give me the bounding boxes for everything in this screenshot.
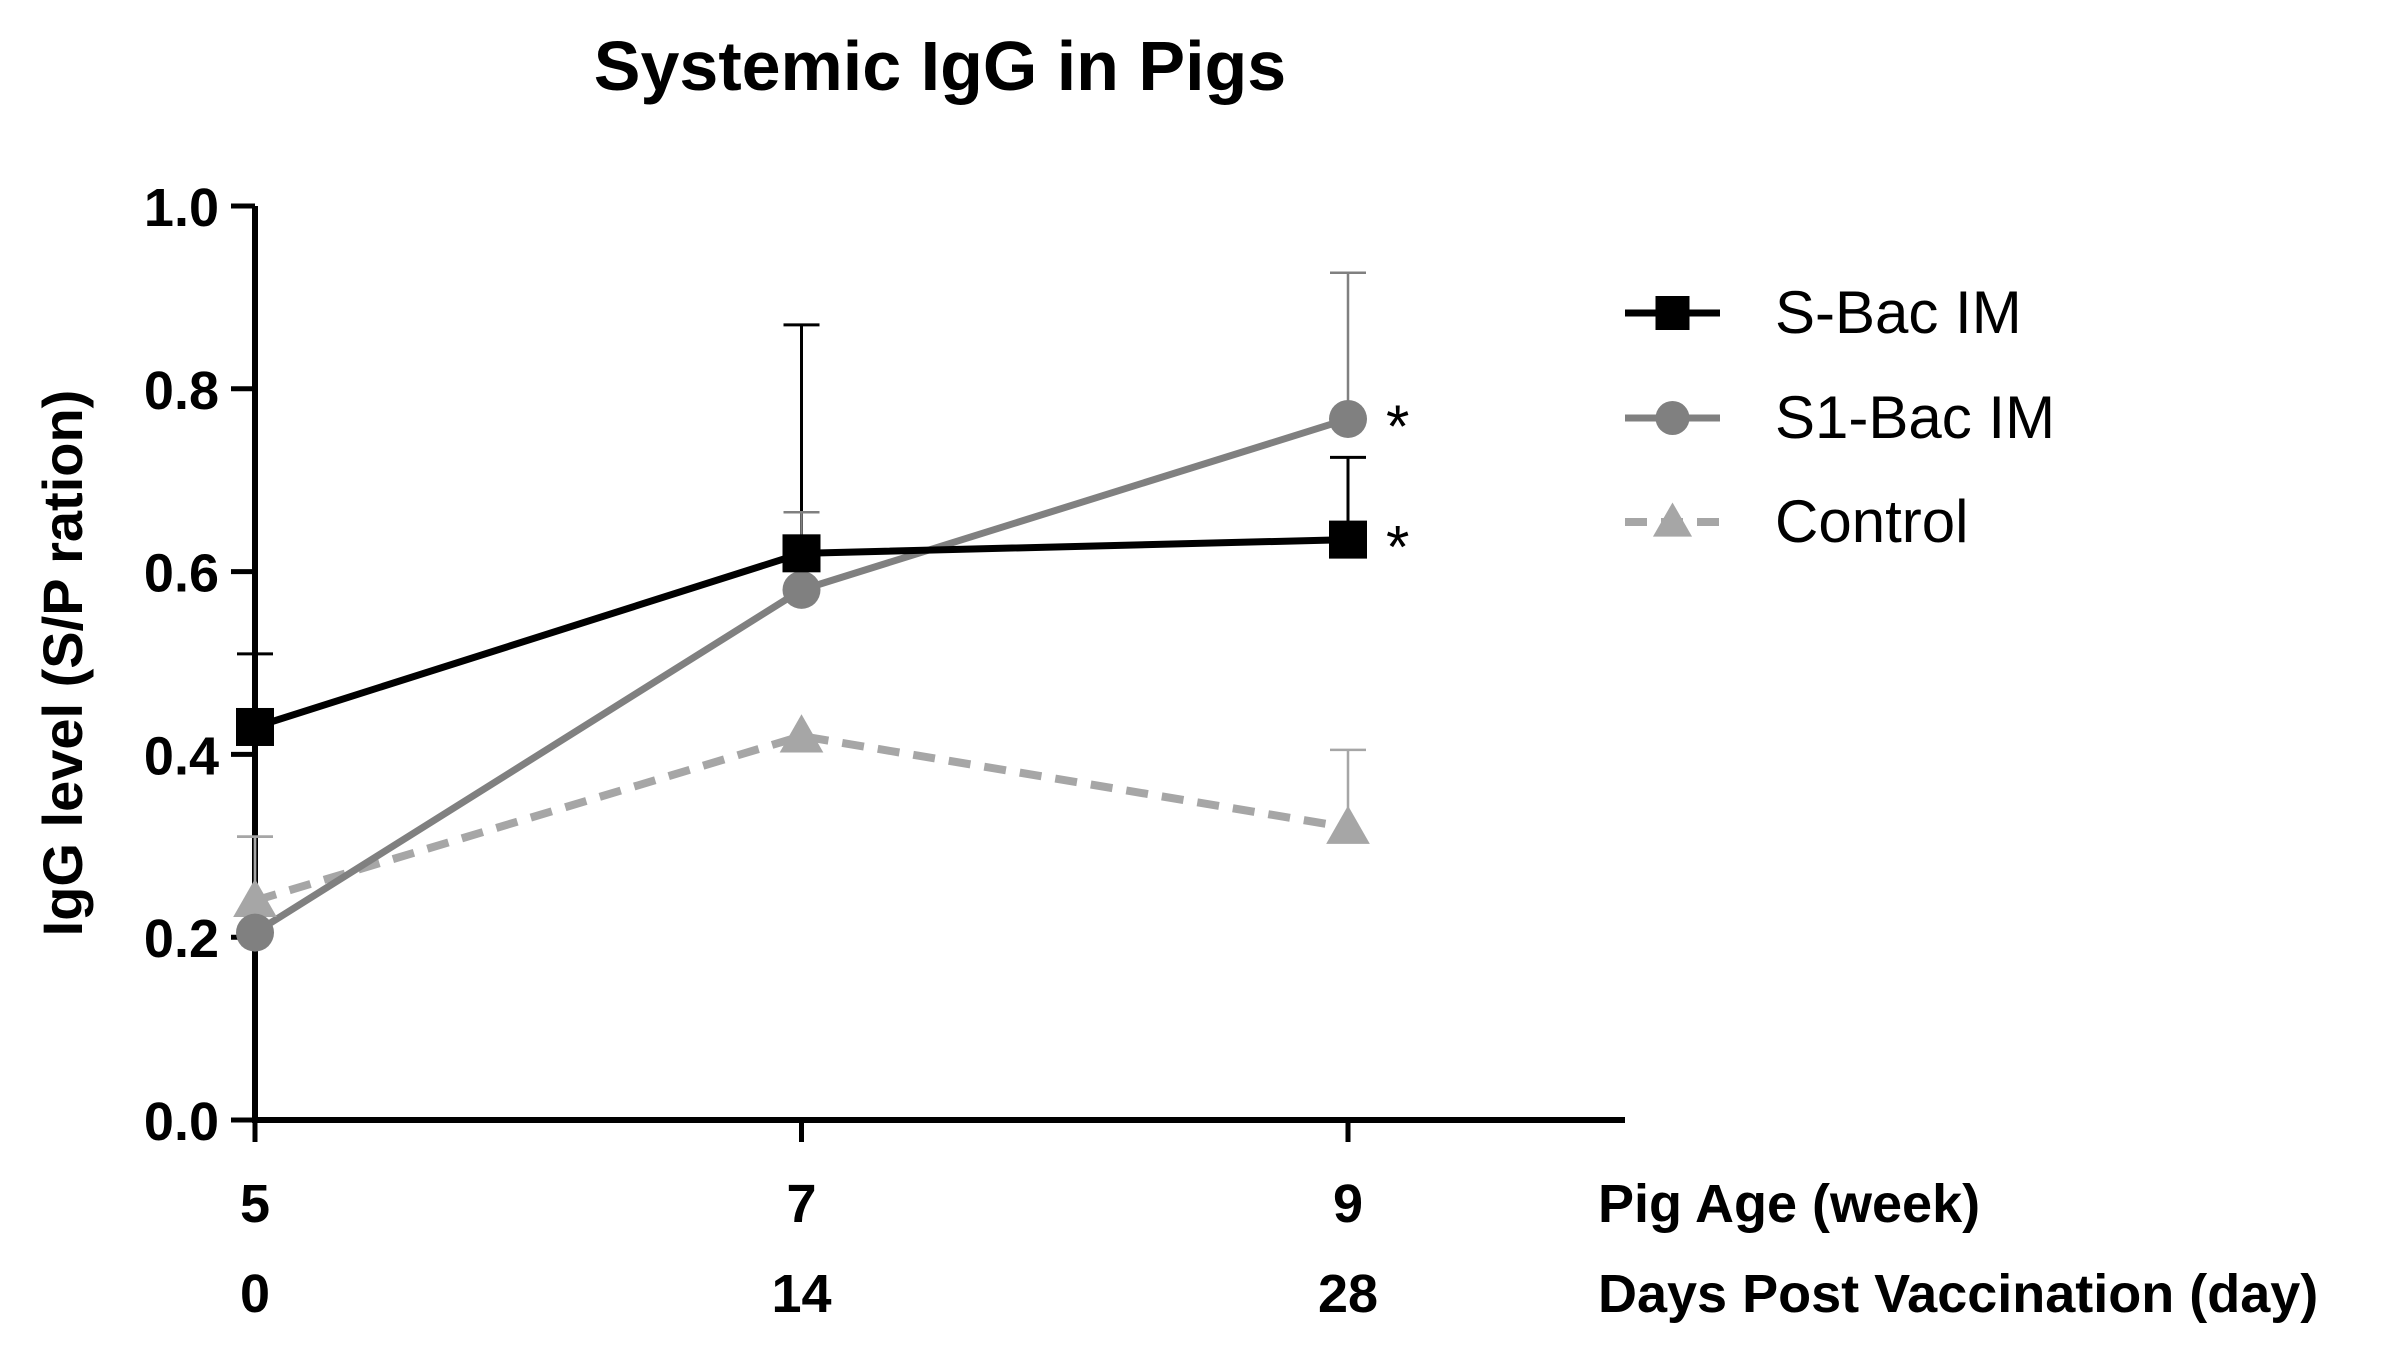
data-point-s-bac-im <box>236 707 274 746</box>
legend-label: S-Bac IM <box>1775 279 2022 346</box>
legend: S-Bac IM S1-Bac IM Control <box>1625 279 2055 555</box>
y-tick-label: 0.0 <box>144 1092 219 1152</box>
plot-area: 0.0 0.2 0.4 0.6 0.8 1.0 5 7 9 Pig Age (week) 0 14 28… <box>144 178 2318 1324</box>
x-tick-label: 7 <box>786 1174 816 1234</box>
data-point-control <box>779 714 824 753</box>
legend-marker <box>1655 401 1690 435</box>
x-tick-label: 5 <box>240 1174 270 1234</box>
y-tick-label: 0.4 <box>144 726 219 786</box>
chart-title: Systemic IgG in Pigs <box>594 27 1286 105</box>
series-line-control <box>253 732 1349 905</box>
legend-label: Control <box>1775 488 1968 555</box>
y-axis-label: IgG level (S/P ration) <box>31 390 94 937</box>
data-point-control <box>233 878 277 918</box>
legend-marker <box>1655 296 1690 330</box>
x-tick-label: 28 <box>1318 1264 1378 1324</box>
data-point-s-bac-im <box>782 534 821 573</box>
legend-label: S1-Bac IM <box>1775 384 2055 451</box>
data-point-s-bac-im <box>1329 520 1367 559</box>
x-axis-row-label: Days Post Vaccination (day) <box>1598 1264 2318 1324</box>
y-tick-label: 1.0 <box>144 178 219 238</box>
data-point-s1-bac-im <box>782 570 821 609</box>
y-tick-label: 0.8 <box>144 361 219 421</box>
data-point-s1-bac-im <box>236 913 274 952</box>
x-tick-label: 14 <box>771 1264 831 1324</box>
data-point-s1-bac-im <box>1329 399 1367 438</box>
data-point-control <box>1326 805 1370 844</box>
significance-marker: * <box>1386 393 1409 460</box>
y-tick-label: 0.6 <box>144 544 219 604</box>
significance-marker: * <box>1386 514 1409 581</box>
x-tick-label: 9 <box>1333 1174 1363 1234</box>
legend-marker <box>1652 502 1693 537</box>
x-tick-label: 0 <box>240 1264 270 1324</box>
y-tick-label: 0.2 <box>144 909 219 969</box>
x-axis-row-label: Pig Age (week) <box>1598 1174 1980 1234</box>
